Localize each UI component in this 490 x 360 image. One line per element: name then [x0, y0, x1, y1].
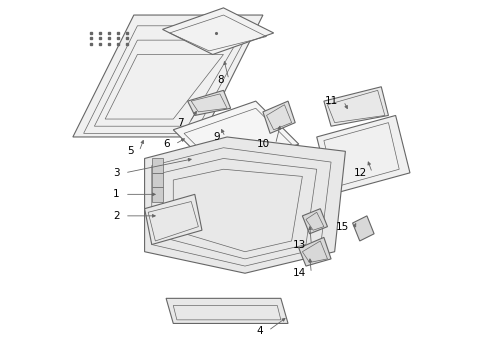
Text: 4: 4 — [256, 325, 263, 336]
Polygon shape — [152, 173, 163, 187]
Text: 13: 13 — [293, 239, 306, 249]
Text: 10: 10 — [257, 139, 270, 149]
Polygon shape — [163, 8, 274, 54]
Polygon shape — [73, 15, 263, 137]
Polygon shape — [166, 298, 288, 323]
Polygon shape — [202, 112, 245, 140]
Text: 5: 5 — [127, 146, 134, 156]
Text: 8: 8 — [217, 75, 223, 85]
Polygon shape — [152, 187, 163, 202]
Polygon shape — [145, 137, 345, 273]
Polygon shape — [317, 116, 410, 194]
Polygon shape — [302, 209, 327, 234]
Text: 9: 9 — [213, 132, 220, 142]
Polygon shape — [299, 237, 331, 266]
Text: 6: 6 — [163, 139, 170, 149]
Polygon shape — [324, 87, 389, 126]
Text: 14: 14 — [293, 268, 306, 278]
Text: 1: 1 — [113, 189, 120, 199]
Polygon shape — [263, 101, 295, 134]
Polygon shape — [353, 216, 374, 241]
Polygon shape — [145, 194, 202, 244]
Text: 12: 12 — [354, 168, 367, 178]
Polygon shape — [188, 90, 231, 116]
Text: 11: 11 — [325, 96, 338, 106]
Text: 3: 3 — [113, 168, 120, 178]
Polygon shape — [152, 158, 163, 173]
Polygon shape — [173, 101, 299, 173]
Text: 7: 7 — [177, 118, 184, 128]
Text: 15: 15 — [336, 222, 349, 231]
Text: 2: 2 — [113, 211, 120, 221]
